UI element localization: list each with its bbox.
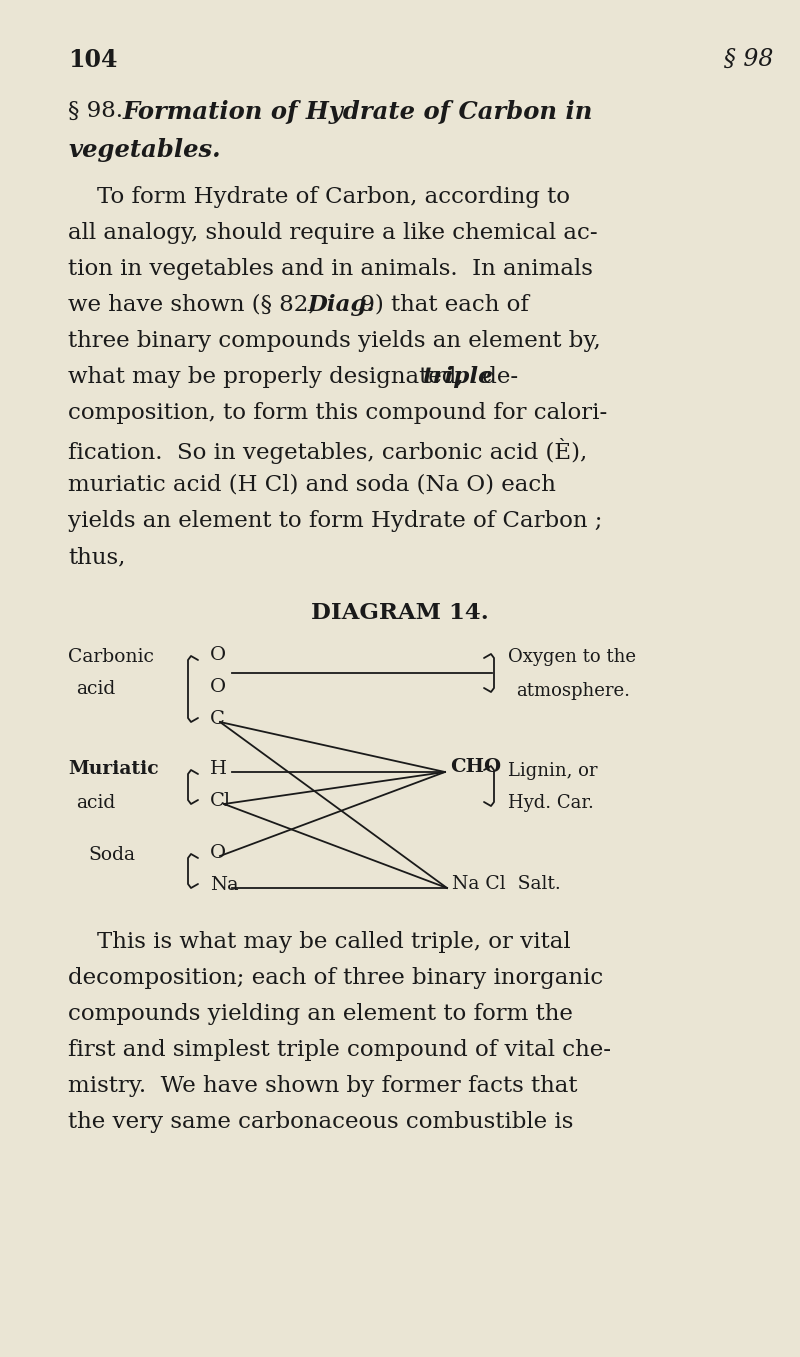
Text: what may be properly designated,: what may be properly designated, [68, 366, 471, 388]
Text: Lignin, or: Lignin, or [508, 763, 598, 780]
Text: Diag.: Diag. [308, 294, 375, 316]
Text: Soda: Soda [88, 845, 135, 864]
Text: we have shown (§ 82,: we have shown (§ 82, [68, 294, 323, 316]
Text: Cl: Cl [210, 792, 231, 810]
Text: Na Cl  Salt.: Na Cl Salt. [452, 875, 561, 893]
Text: Muriatic: Muriatic [68, 760, 158, 778]
Text: de-: de- [475, 366, 518, 388]
Text: the very same carbonaceous combustible is: the very same carbonaceous combustible i… [68, 1111, 574, 1133]
Text: This is what may be called triple, or vital: This is what may be called triple, or vi… [68, 931, 570, 953]
Text: § 98.: § 98. [68, 100, 123, 122]
Text: atmosphere.: atmosphere. [516, 683, 630, 700]
Text: C: C [210, 710, 225, 727]
Text: acid: acid [76, 680, 115, 697]
Text: mistry.  We have shown by former facts that: mistry. We have shown by former facts th… [68, 1075, 578, 1096]
Text: compounds yielding an element to form the: compounds yielding an element to form th… [68, 1003, 573, 1025]
Text: acid: acid [76, 794, 115, 811]
Text: 9) that each of: 9) that each of [353, 294, 529, 316]
Text: fication.  So in vegetables, carbonic acid (È),: fication. So in vegetables, carbonic aci… [68, 438, 587, 464]
Text: O: O [210, 646, 226, 664]
Text: § 98: § 98 [724, 47, 774, 71]
Text: muriatic acid (H Cl) and soda (Na O) each: muriatic acid (H Cl) and soda (Na O) eac… [68, 474, 556, 497]
Text: decomposition; each of three binary inorganic: decomposition; each of three binary inor… [68, 968, 603, 989]
Text: O: O [210, 844, 226, 862]
Text: H: H [210, 760, 227, 778]
Text: To form Hydrate of Carbon, according to: To form Hydrate of Carbon, according to [68, 186, 570, 208]
Text: Hyd. Car.: Hyd. Car. [508, 794, 594, 811]
Text: Carbonic: Carbonic [68, 649, 154, 666]
Text: CHO: CHO [450, 759, 501, 776]
Text: composition, to form this compound for calori-: composition, to form this compound for c… [68, 402, 607, 423]
Text: tion in vegetables and in animals.  In animals: tion in vegetables and in animals. In an… [68, 258, 593, 280]
Text: Na: Na [210, 877, 238, 894]
Text: 104: 104 [68, 47, 118, 72]
Text: vegetables.: vegetables. [68, 138, 221, 161]
Text: thus,: thus, [68, 546, 126, 569]
Text: Oxygen to the: Oxygen to the [508, 649, 636, 666]
Text: Formation of Hydrate of Carbon in: Formation of Hydrate of Carbon in [123, 100, 594, 123]
Text: first and simplest triple compound of vital che-: first and simplest triple compound of vi… [68, 1039, 611, 1061]
Text: O: O [210, 678, 226, 696]
Text: triple: triple [423, 366, 494, 388]
Text: yields an element to form Hydrate of Carbon ;: yields an element to form Hydrate of Car… [68, 510, 602, 532]
Text: all analogy, should require a like chemical ac-: all analogy, should require a like chemi… [68, 223, 598, 244]
Text: DIAGRAM 14.: DIAGRAM 14. [311, 603, 489, 624]
Text: three binary compounds yields an element by,: three binary compounds yields an element… [68, 330, 601, 351]
